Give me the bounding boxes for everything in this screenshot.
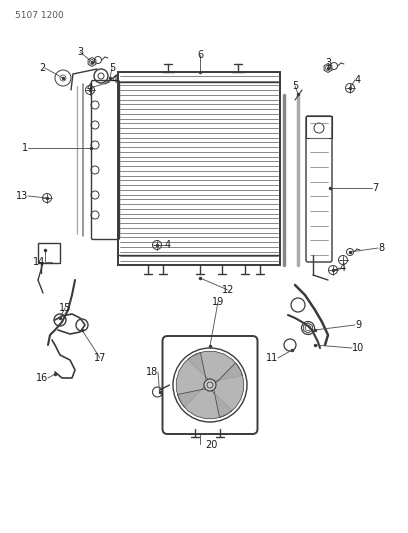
Text: 2: 2 bbox=[39, 63, 45, 73]
Text: 1: 1 bbox=[22, 143, 28, 153]
Bar bbox=[306, 116, 332, 138]
Polygon shape bbox=[188, 351, 243, 382]
Text: 14: 14 bbox=[33, 257, 45, 267]
Text: 3: 3 bbox=[77, 47, 83, 57]
Polygon shape bbox=[176, 352, 206, 407]
Polygon shape bbox=[177, 389, 232, 418]
Text: 12: 12 bbox=[222, 285, 234, 295]
Text: 11: 11 bbox=[266, 353, 278, 363]
Text: 4: 4 bbox=[355, 75, 361, 85]
Text: 4: 4 bbox=[340, 263, 346, 273]
Text: 5: 5 bbox=[292, 81, 298, 91]
Text: 13: 13 bbox=[16, 191, 28, 201]
Text: 4: 4 bbox=[87, 83, 93, 93]
Text: 10: 10 bbox=[352, 343, 364, 353]
Text: 17: 17 bbox=[94, 353, 106, 363]
Text: 16: 16 bbox=[36, 373, 48, 383]
Text: 7: 7 bbox=[372, 183, 378, 193]
Text: 19: 19 bbox=[212, 297, 224, 307]
Text: 5107 1200: 5107 1200 bbox=[15, 11, 64, 20]
Text: 4: 4 bbox=[165, 240, 171, 250]
Text: 4: 4 bbox=[112, 75, 118, 85]
Text: 3: 3 bbox=[325, 58, 331, 68]
Text: 5: 5 bbox=[109, 63, 115, 73]
Polygon shape bbox=[213, 363, 244, 418]
Bar bbox=[38, 243, 60, 263]
Text: 8: 8 bbox=[378, 243, 384, 253]
Text: 9: 9 bbox=[355, 320, 361, 330]
Circle shape bbox=[204, 379, 216, 391]
Bar bbox=[118, 72, 280, 265]
Text: 18: 18 bbox=[146, 367, 158, 377]
Text: 15: 15 bbox=[59, 303, 71, 313]
Text: 6: 6 bbox=[197, 50, 203, 60]
Text: 20: 20 bbox=[205, 440, 217, 450]
